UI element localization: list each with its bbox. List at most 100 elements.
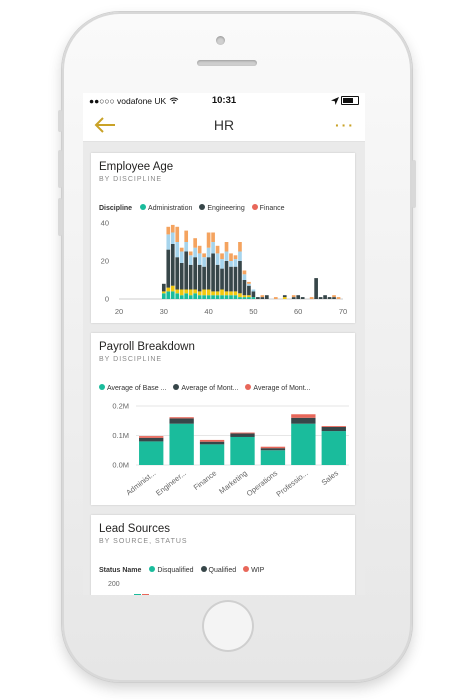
age-bar-segment <box>211 295 215 299</box>
legend-item: Engineering <box>199 204 245 212</box>
location-arrow-icon <box>330 96 341 106</box>
employee-age-card[interactable]: Employee Age BY DISCIPLINE Discipline Ad… <box>91 153 355 323</box>
payroll-bar-segment <box>169 417 194 419</box>
card-title: Employee Age <box>99 161 174 173</box>
age-bar-segment <box>220 259 224 269</box>
legend-item: Average of Mont... <box>173 384 238 392</box>
payroll-bar-segment <box>199 444 225 465</box>
more-options-button[interactable]: ··· <box>335 117 355 133</box>
age-bar-segment <box>273 297 278 299</box>
age-bar-segment <box>224 291 229 296</box>
legend-item: Finance <box>251 204 285 212</box>
wifi-icon <box>169 96 179 106</box>
payroll-bar-segment <box>139 437 164 442</box>
x-tick-label: Operations <box>245 468 280 498</box>
chart-legend: Discipline Administration Engineering Fi… <box>99 204 290 212</box>
age-bar-segment <box>309 297 314 299</box>
age-bar-segment <box>300 297 305 299</box>
age-bar-segment <box>291 295 296 298</box>
x-tick-label: 50 <box>249 307 257 316</box>
age-bar-segment <box>233 266 238 292</box>
payroll-bar-segment <box>260 446 286 449</box>
payroll-bar-segment <box>230 432 255 434</box>
home-button[interactable] <box>202 600 254 652</box>
payroll-bar-segment <box>321 431 346 465</box>
age-bar-segment <box>247 281 251 284</box>
legend-dot-icon <box>173 384 180 390</box>
age-bar-segment <box>161 283 166 292</box>
age-bar-segment <box>206 257 211 290</box>
x-tick-label: 40 <box>204 307 212 316</box>
payroll-bar-segment <box>291 423 316 465</box>
age-bar-segment <box>238 297 242 299</box>
y-tick-label: 40 <box>101 219 109 228</box>
age-bar-segment <box>233 259 238 267</box>
age-bar-segment <box>175 226 180 242</box>
age-bar-segment <box>184 289 189 294</box>
age-bar-segment <box>233 255 238 260</box>
legend-dot-icon <box>251 204 258 210</box>
age-bar-segment <box>247 295 251 298</box>
lead-sources-card[interactable]: Lead Sources BY SOURCE, STATUS Status Na… <box>91 515 355 595</box>
back-button[interactable] <box>93 115 117 135</box>
payroll-bar-segment <box>321 426 346 427</box>
age-bar-segment <box>247 283 251 286</box>
age-bar-segment <box>179 262 184 290</box>
legend-title: Discipline <box>99 204 133 212</box>
x-tick-label: 30 <box>160 307 168 316</box>
employee-age-chart: 0 20 40 20 30 40 50 60 70 <box>101 219 348 317</box>
age-bar-segment <box>188 295 193 299</box>
age-bar-segment <box>202 289 206 296</box>
x-tick-label: Engineer... <box>154 468 188 497</box>
age-bar-segment <box>260 295 265 298</box>
phone-screen: ●●○○○ vodafone UK 10:31 HR ··· <box>83 93 365 595</box>
y-tick-label: 200 <box>108 581 120 588</box>
age-bar-segment <box>170 243 175 286</box>
payroll-chart: 0.0M 0.1M 0.2M Administ...Engineer... Financ… <box>112 402 349 499</box>
age-bar-segment <box>251 289 256 292</box>
age-bar-segment <box>238 251 242 261</box>
legend-item: WIP <box>243 566 264 574</box>
age-bar-segment <box>161 293 166 299</box>
payroll-bar-segment <box>169 423 194 465</box>
age-bar-segment <box>175 289 180 294</box>
status-time: 10:31 <box>211 95 237 106</box>
age-bar-segment <box>211 232 215 242</box>
age-bar-segment <box>215 291 220 296</box>
x-tick-label: Sales <box>320 468 341 487</box>
volume-up-button <box>58 150 62 188</box>
age-bar-segment <box>215 295 220 299</box>
age-bar-segment <box>202 295 206 299</box>
card-subtitle: BY DISCIPLINE <box>99 356 163 363</box>
age-bar-segment <box>193 257 197 290</box>
y-tick-label: 20 <box>101 257 109 266</box>
payroll-bar-segment <box>230 436 255 465</box>
age-bar-segment <box>170 291 175 299</box>
payroll-breakdown-card[interactable]: Payroll Breakdown BY DISCIPLINE Average … <box>91 333 355 505</box>
age-bar-segment <box>327 297 332 299</box>
age-bar-segment <box>211 242 215 254</box>
age-bar-segment <box>202 253 206 258</box>
age-bar-segment <box>179 289 184 296</box>
age-bar-segment <box>242 297 247 299</box>
age-bar-segment <box>296 295 301 299</box>
earpiece-speaker <box>197 60 257 66</box>
age-bar-segment <box>242 295 247 298</box>
legend-dot-icon <box>200 566 207 572</box>
age-bar-segment <box>229 266 233 292</box>
age-bar-segment <box>211 253 215 292</box>
age-bar-segment <box>179 251 184 263</box>
payroll-bar-segment <box>139 441 164 465</box>
age-bar-segment <box>184 230 189 242</box>
page-title: HR <box>213 117 235 133</box>
age-bar-segment <box>242 274 247 280</box>
y-tick-label: 0.2M <box>112 402 129 411</box>
age-bar-segment <box>282 295 287 298</box>
age-bar-segment <box>166 234 171 250</box>
age-bar-segment <box>323 295 327 299</box>
age-bar-segment <box>197 291 202 296</box>
age-bar-segment <box>184 293 189 299</box>
age-bar-segment <box>247 285 251 296</box>
age-bar-segment <box>314 278 318 299</box>
lead-bar-red <box>142 594 149 595</box>
